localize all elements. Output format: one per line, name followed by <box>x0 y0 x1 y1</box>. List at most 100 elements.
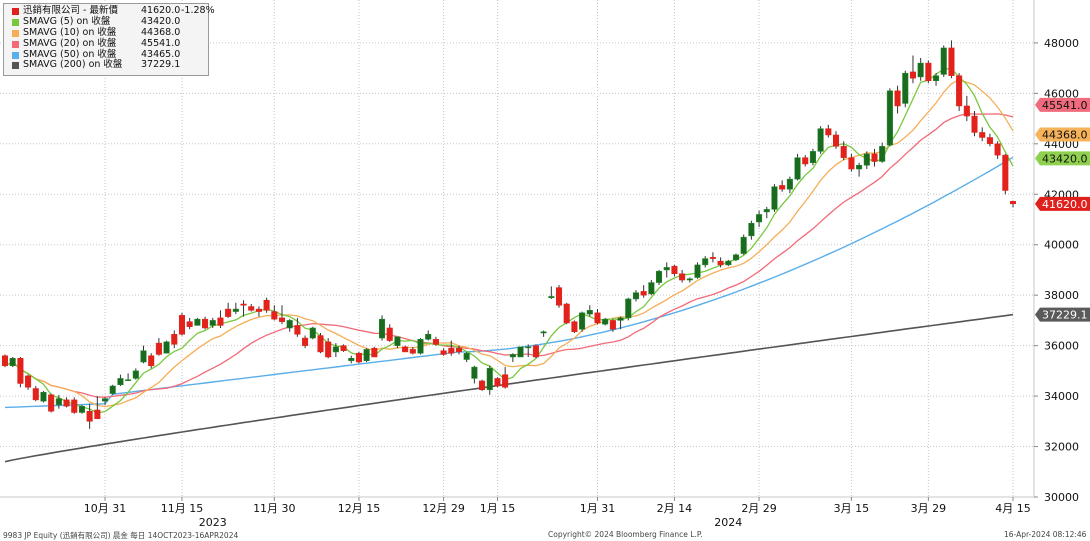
candle-body-14 <box>109 385 116 394</box>
candle-body-71 <box>548 296 555 298</box>
candle-body-1 <box>9 357 16 367</box>
candle-55 <box>425 330 432 341</box>
legend-price-value: 41620.0 <box>141 5 181 16</box>
candle-body-97 <box>748 223 755 237</box>
candle-118 <box>909 55 916 84</box>
candle-95 <box>732 253 740 262</box>
x-tick-label-11月 15: 11月 15 <box>161 502 204 515</box>
candle-body-130 <box>1002 154 1009 191</box>
candle-body-94 <box>725 260 732 266</box>
candle-body-15 <box>117 378 124 385</box>
candle-body-63 <box>486 368 493 391</box>
candle-69 <box>532 344 539 359</box>
x-tick-label-4月 15: 4月 15 <box>995 502 1031 515</box>
candle-body-113 <box>871 153 878 162</box>
legend-sma10-value: 44368.0 <box>141 26 181 38</box>
candle-8 <box>63 397 70 408</box>
candle-113 <box>871 148 878 167</box>
moving-average-lines <box>4 67 1014 463</box>
candle-body-88 <box>679 273 686 281</box>
candle-body-75 <box>579 312 586 330</box>
candle-42 <box>325 338 332 359</box>
y-tick-label-40000: 40000 <box>1044 239 1079 252</box>
y-tick-label-48000: 48000 <box>1044 37 1079 50</box>
candle-84 <box>648 280 655 296</box>
candle-94 <box>725 259 732 267</box>
ma-line-sma10 <box>4 78 1014 408</box>
candle-40 <box>309 326 316 340</box>
value-label-sma20-text: 45541.0 <box>1042 99 1088 112</box>
candle-body-54 <box>417 339 424 354</box>
candle-38 <box>294 317 301 337</box>
candle-18 <box>140 345 147 364</box>
candle-53 <box>409 346 416 355</box>
candle-49 <box>379 315 386 341</box>
candle-88 <box>679 269 686 283</box>
legend-sma10-name: SMAVG (10) on 收盤 <box>23 26 117 38</box>
candle-body-105 <box>809 151 816 163</box>
candle-body-26 <box>202 318 209 329</box>
candle-body-125 <box>963 105 970 117</box>
candle-44 <box>340 344 347 352</box>
candle-body-110 <box>848 157 855 170</box>
candle-26 <box>202 316 209 330</box>
candle-body-23 <box>178 315 185 335</box>
candle-body-44 <box>340 345 347 351</box>
candle-body-47 <box>363 349 370 362</box>
footer-ticker-info: 9983 JP Equity (迅銷有限公司) 晨金 每日 14OCT2023-… <box>3 531 239 540</box>
candle-93 <box>717 257 724 268</box>
x-tick-label-3月 29: 3月 29 <box>911 502 947 515</box>
ma-line-sma20 <box>4 113 1014 398</box>
candle-body-66 <box>509 354 516 358</box>
x-tick-label-11月 30: 11月 30 <box>253 502 296 515</box>
value-label-sma10-text: 44368.0 <box>1042 129 1088 142</box>
candle-90 <box>694 262 701 279</box>
candle-81 <box>625 297 632 321</box>
candle-13 <box>102 397 109 405</box>
candle-56 <box>432 336 439 346</box>
value-label-last-price-bg <box>1035 196 1090 211</box>
candle-130 <box>1002 153 1009 195</box>
candle-body-39 <box>302 337 309 346</box>
candle-body-62 <box>479 380 486 391</box>
candle-41 <box>317 333 324 354</box>
candle-116 <box>894 85 901 114</box>
candle-120 <box>925 60 932 84</box>
candle-16 <box>125 373 132 381</box>
candle-60 <box>463 351 470 363</box>
y-tick-label-46000: 46000 <box>1044 87 1079 100</box>
candle-29 <box>225 302 232 318</box>
candle-20 <box>155 338 162 356</box>
candle-34 <box>263 297 270 313</box>
candle-71 <box>548 286 555 299</box>
candle-body-40 <box>309 327 316 339</box>
candle-92 <box>709 252 716 263</box>
candle-3 <box>25 374 32 390</box>
candle-body-126 <box>971 115 978 133</box>
candle-body-20 <box>155 342 162 355</box>
candle-27 <box>209 317 216 328</box>
candle-37 <box>286 319 293 332</box>
candle-body-120 <box>925 62 932 81</box>
x-tick-label-1月 15: 1月 15 <box>480 502 516 515</box>
candle-body-18 <box>140 350 147 363</box>
candle-body-87 <box>671 265 678 274</box>
candle-75 <box>579 311 586 332</box>
candle-48 <box>371 346 378 358</box>
legend-sma5-value: 43420.0 <box>141 15 181 27</box>
candle-body-24 <box>186 321 193 327</box>
candle-body-7 <box>55 398 62 406</box>
candle-105 <box>809 148 816 166</box>
legend-row-sma5: SMAVG (5) on 收盤 43420.0 <box>4 15 208 28</box>
candle-body-17 <box>132 370 139 379</box>
candle-body-65 <box>502 374 509 388</box>
candle-body-42 <box>325 341 332 358</box>
ma-line-sma5 <box>4 67 1014 414</box>
candle-body-70 <box>540 331 547 334</box>
candle-63 <box>486 365 493 395</box>
candle-110 <box>848 153 855 172</box>
candle-96 <box>740 234 747 255</box>
candle-body-92 <box>709 257 716 259</box>
candle-131 <box>1009 200 1017 208</box>
